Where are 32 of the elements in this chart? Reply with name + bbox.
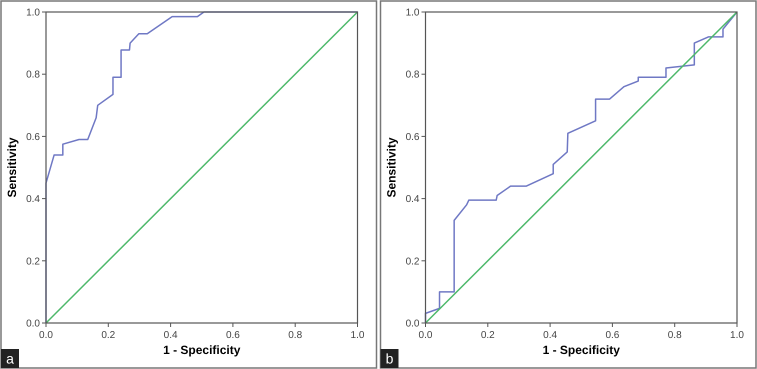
line-series — [45, 11, 358, 324]
x-tick-label: 0.4 — [543, 330, 558, 341]
text: b — [386, 350, 394, 366]
x-tick-label: 0.2 — [101, 330, 116, 341]
y-axis-title: Sensitivity — [384, 137, 398, 198]
y-tick-label: 0.2 — [26, 256, 40, 268]
y-tick-label: 0.0 — [26, 318, 40, 330]
y-tick-label: 1.0 — [26, 8, 40, 18]
y-tick-label: 0.8 — [26, 70, 40, 81]
x-tick-label: 0.4 — [164, 330, 178, 341]
x-tick-label: 0.6 — [605, 330, 620, 341]
x-axis-title: 1 - Specificity — [542, 343, 620, 357]
x-axis-title: 1 - Specificity — [163, 343, 241, 357]
x-tick-label: 0.2 — [480, 330, 496, 341]
x-tick-label: 1.0 — [730, 330, 744, 341]
x-tick-label: 0.6 — [226, 330, 240, 341]
x-tick-label: 0.8 — [668, 330, 682, 341]
y-tick-label: 0.4 — [406, 194, 420, 206]
x-tick-label: 0.8 — [288, 330, 303, 341]
y-tick-label: 0.8 — [406, 70, 420, 81]
y-tick-label: 0.6 — [26, 132, 40, 143]
x-tick-label: 1.0 — [350, 330, 365, 341]
x-tick-label: 0.0 — [39, 330, 54, 341]
line-series — [424, 11, 738, 324]
x-tick-label: 0.0 — [418, 330, 433, 341]
text: a — [6, 350, 14, 366]
y-axis-title: Sensitivity — [5, 137, 19, 198]
y-tick-label: 0.6 — [406, 132, 420, 143]
y-tick-label: 0.2 — [406, 256, 420, 268]
y-tick-label: 0.4 — [26, 194, 40, 206]
y-tick-label: 0.0 — [406, 318, 420, 330]
y-tick-label: 1.0 — [406, 8, 420, 18]
